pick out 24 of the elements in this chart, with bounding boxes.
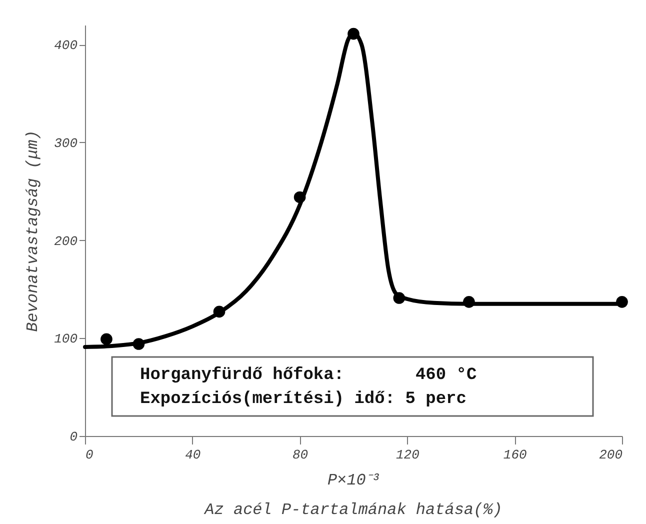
annotation: Horganyfürdő hőfoka: 460 °C bbox=[140, 366, 477, 385]
point bbox=[393, 292, 406, 304]
point bbox=[213, 306, 226, 318]
y-axis-title: Bevonatvastagság (μm) bbox=[24, 130, 42, 332]
x-axis-title: P×10⁻³ bbox=[327, 472, 381, 490]
x-tick-label: 200 bbox=[599, 448, 623, 462]
point bbox=[132, 338, 145, 350]
point bbox=[294, 191, 306, 204]
point bbox=[463, 296, 475, 308]
point bbox=[616, 296, 628, 308]
y-tick-label: 300 bbox=[54, 136, 78, 151]
x-tick-label: 120 bbox=[396, 448, 420, 462]
text: Az acél P-tartalmának hatása(%) bbox=[204, 501, 502, 519]
y-tick-label: 0 bbox=[70, 430, 78, 444]
x-tick-label: 160 bbox=[503, 448, 527, 462]
x-tick-label: 40 bbox=[185, 448, 201, 462]
x-tick-label: 80 bbox=[292, 448, 308, 462]
point bbox=[100, 333, 112, 346]
y-tick-label: 200 bbox=[54, 234, 78, 249]
y-tick-label: 400 bbox=[54, 38, 78, 54]
y-tick-label: 100 bbox=[54, 332, 78, 347]
x-tick-label: 0 bbox=[86, 448, 94, 462]
annotation: Expozíciós(merítési) idő: 5 perc bbox=[140, 390, 466, 409]
point bbox=[348, 28, 360, 40]
